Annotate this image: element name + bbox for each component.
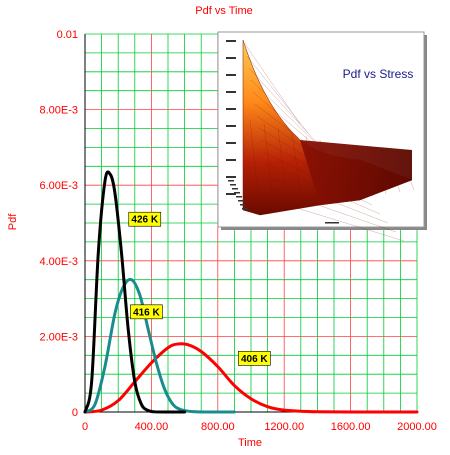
series-tag-box xyxy=(128,211,162,227)
x-tick-label: 800.00 xyxy=(201,421,235,433)
series-tag-box xyxy=(130,304,163,320)
x-axis-title: Time xyxy=(238,437,262,449)
inset-mesh-line xyxy=(305,135,317,205)
inset-mesh-line xyxy=(270,199,405,242)
x-tick-labels: 0 400.00 800.00 1200.00 1600.00 2000.00 xyxy=(82,421,437,433)
inset-y-tick xyxy=(230,184,236,186)
inset-mesh-line xyxy=(277,127,289,209)
inset-mesh-line xyxy=(249,119,261,213)
inset-mesh-line xyxy=(361,151,373,197)
inset-mesh-line xyxy=(389,159,401,193)
y-axis-title: Pdf xyxy=(7,213,19,230)
inset-mesh-line xyxy=(319,139,331,203)
series-tag-label: 416 K xyxy=(133,307,160,318)
y-tick-label: 4.00E-3 xyxy=(39,256,78,268)
inset-mesh-line xyxy=(256,115,349,179)
inset-title: Pdf vs Stress xyxy=(343,67,414,81)
inset-y-tick xyxy=(242,208,248,210)
series-line-406-k xyxy=(83,342,419,414)
series-line-416-k xyxy=(83,277,236,414)
x-tick-label: 2000.00 xyxy=(397,421,437,433)
x-tick-label: 400.00 xyxy=(135,421,169,433)
inset-tick-marks xyxy=(226,40,339,224)
inset-mesh-line xyxy=(263,123,275,211)
series-line-426-k xyxy=(83,170,187,414)
inset-z-tick xyxy=(226,74,236,76)
inset-mesh-line xyxy=(291,131,303,207)
inset-mesh-line xyxy=(268,187,397,233)
inset-mesh-line xyxy=(252,91,333,161)
y-tick-label: 0.01 xyxy=(57,29,78,41)
inset-z-tick xyxy=(226,159,236,161)
inset-z-tick xyxy=(226,91,236,93)
inset-mesh-line xyxy=(262,151,373,206)
inset-z-tick xyxy=(226,125,236,127)
series-tag: 426 K xyxy=(128,211,162,227)
inset-z-tick xyxy=(226,176,236,178)
inset-mesh-line xyxy=(333,143,345,201)
inset-z-tick xyxy=(226,142,236,144)
inset-y-tick xyxy=(228,180,234,182)
inset-y-tick xyxy=(236,196,242,198)
series-tag-label: 426 K xyxy=(131,215,158,226)
inset-mesh-line xyxy=(403,163,415,191)
series-tag-label: 406 K xyxy=(241,354,268,365)
inset-mesh-line xyxy=(375,155,387,195)
inset-mesh-line xyxy=(254,103,341,170)
y-tick-labels: 0 2.00E-3 4.00E-3 6.00E-3 8.00E-3 0.01 xyxy=(39,29,78,419)
inset-mesh-line xyxy=(244,43,301,125)
y-tick-label: 8.00E-3 xyxy=(39,105,78,117)
series-tags: 426 K 416 K 406 K xyxy=(128,211,271,366)
inset-mesh-line xyxy=(246,55,309,134)
inset-mesh-line xyxy=(347,147,359,199)
inset-z-tick xyxy=(226,40,236,42)
series-layer xyxy=(83,170,419,414)
inset-mesh-line xyxy=(264,163,381,215)
inset-mesh-line xyxy=(248,67,317,143)
inset-y-tick xyxy=(238,200,244,202)
x-tick-label: 1200.00 xyxy=(264,421,304,433)
inset-panel: Pdf vs Stress xyxy=(217,31,427,242)
inset-z-tick xyxy=(226,193,236,195)
series-tag: 406 K xyxy=(238,351,271,366)
y-tick-label: 6.00E-3 xyxy=(39,180,78,192)
inset-z-tick xyxy=(226,57,236,59)
series-tag: 416 K xyxy=(130,304,163,320)
y-tick-label: 0 xyxy=(72,407,78,419)
x-tick-label: 0 xyxy=(82,421,88,433)
inset-y-tick xyxy=(232,188,238,190)
x-tick-label: 1600.00 xyxy=(331,421,371,433)
inset-y-tick xyxy=(240,204,246,206)
inset-surface-mesh xyxy=(244,43,415,242)
y-tick-label: 2.00E-3 xyxy=(39,331,78,343)
chart-title: Pdf vs Time xyxy=(195,5,252,17)
inset-y-tick xyxy=(234,192,240,194)
inset-mesh-line xyxy=(260,139,365,197)
inset-z-tick xyxy=(226,108,236,110)
series-tag-box xyxy=(238,351,271,366)
inset-x-axis-label-mark xyxy=(325,222,339,224)
inset-mesh-line xyxy=(250,79,325,152)
inset-mesh-line xyxy=(266,175,389,224)
